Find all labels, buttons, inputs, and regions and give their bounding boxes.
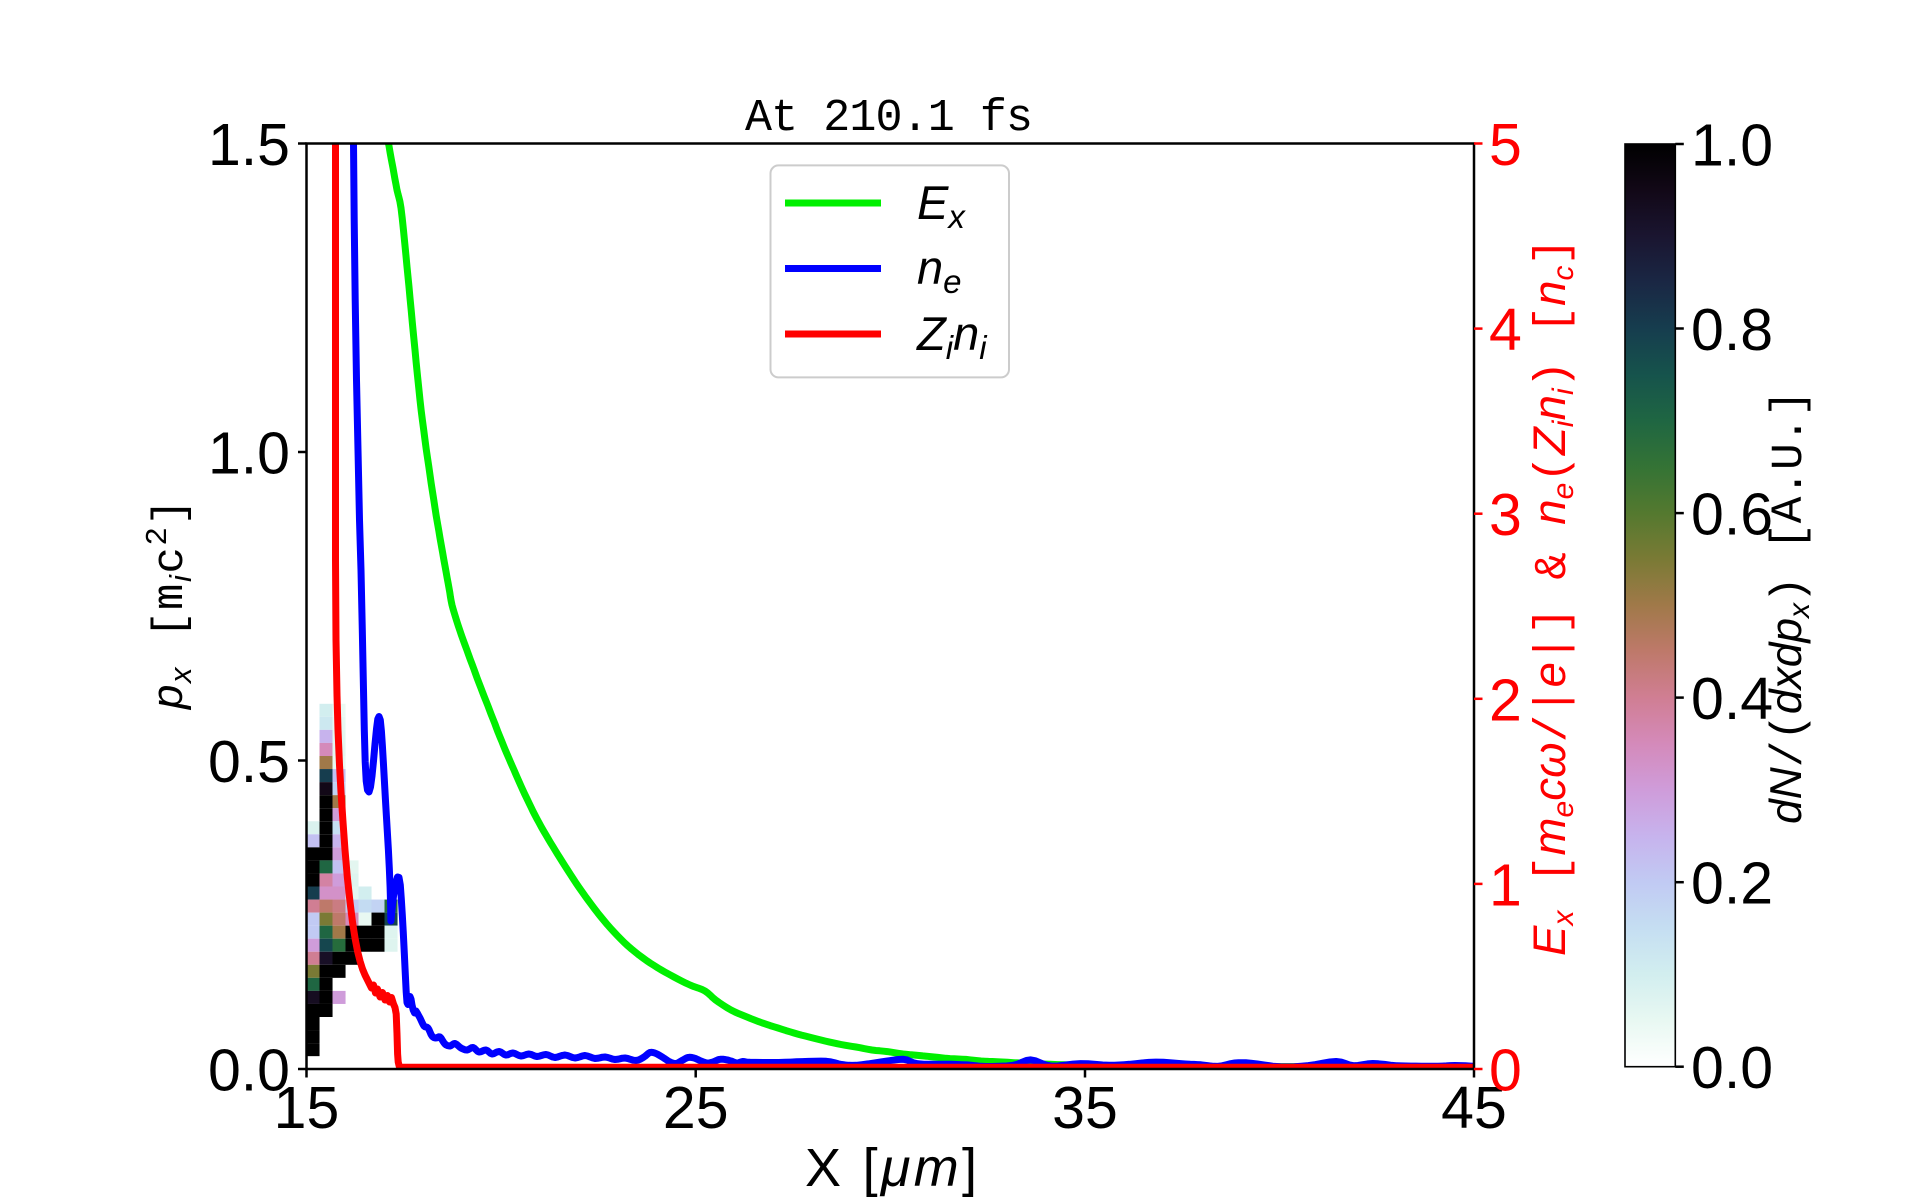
svg-text:X [μm]: X [μm] xyxy=(805,1138,977,1198)
svg-text:35: 35 xyxy=(1052,1075,1118,1141)
svg-text:At 210.1 fs: At 210.1 fs xyxy=(745,93,1033,144)
svg-text:px [mic2]: px [mic2] xyxy=(141,499,198,711)
svg-text:1.0: 1.0 xyxy=(1691,113,1773,179)
svg-text:1.0: 1.0 xyxy=(208,421,290,487)
svg-text:0.5: 0.5 xyxy=(208,729,290,795)
svg-text:Ex [mecω/|e|] & ne(Zini) [nc]: Ex [mecω/|e|] & ne(Zini) [nc] xyxy=(1524,238,1580,956)
svg-text:1.5: 1.5 xyxy=(208,112,290,178)
svg-text:25: 25 xyxy=(663,1075,729,1141)
svg-text:0.6: 0.6 xyxy=(1691,482,1773,548)
svg-text:0.0: 0.0 xyxy=(208,1038,290,1104)
svg-text:0: 0 xyxy=(1489,1038,1522,1104)
svg-text:1: 1 xyxy=(1489,852,1522,918)
svg-text:45: 45 xyxy=(1441,1075,1507,1141)
svg-text:dN/(dxdpx) [A.U.]: dN/(dxdpx) [A.U.] xyxy=(1762,390,1816,824)
svg-text:0.0: 0.0 xyxy=(1691,1035,1773,1101)
svg-text:0.4: 0.4 xyxy=(1691,666,1773,732)
svg-text:4: 4 xyxy=(1489,297,1522,363)
svg-text:Zini: Zini xyxy=(916,307,988,366)
svg-text:0.8: 0.8 xyxy=(1691,297,1773,363)
svg-text:3: 3 xyxy=(1489,482,1522,548)
svg-text:5: 5 xyxy=(1489,112,1522,178)
svg-text:2: 2 xyxy=(1489,667,1522,733)
svg-text:0.2: 0.2 xyxy=(1691,851,1773,917)
svg-text:15: 15 xyxy=(274,1075,340,1141)
